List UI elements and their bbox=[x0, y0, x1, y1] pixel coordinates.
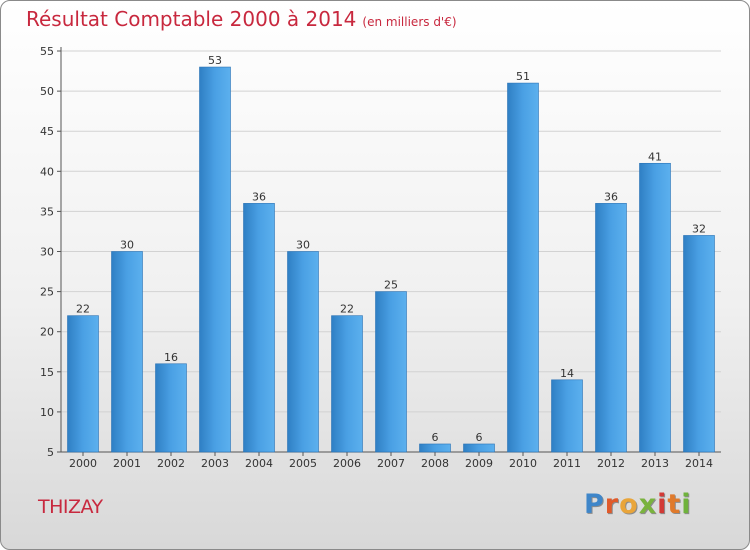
x-tick-label: 2008 bbox=[421, 457, 449, 470]
bar-value-label: 36 bbox=[604, 190, 618, 203]
bar-value-label: 25 bbox=[384, 279, 398, 292]
bar-2005 bbox=[287, 251, 319, 453]
bar-value-label: 6 bbox=[432, 431, 439, 444]
x-tick-label: 2014 bbox=[685, 457, 713, 470]
y-tick-label: 30 bbox=[40, 246, 54, 259]
logo-letter: i bbox=[681, 489, 692, 520]
bar-2009 bbox=[463, 443, 495, 453]
y-tick-label: 5 bbox=[47, 446, 54, 459]
bar-2006 bbox=[331, 315, 363, 453]
logo-letter: t bbox=[667, 489, 682, 520]
x-tick-label: 2003 bbox=[201, 457, 229, 470]
bar-2002 bbox=[155, 363, 187, 453]
x-tick-label: 2011 bbox=[553, 457, 581, 470]
bar-2010 bbox=[507, 82, 539, 453]
logo-letter: o bbox=[619, 489, 639, 520]
x-tick-label: 2013 bbox=[641, 457, 669, 470]
city-name: THIZAY bbox=[38, 496, 103, 518]
y-tick-label: 10 bbox=[40, 406, 54, 419]
bar-value-label: 30 bbox=[296, 239, 310, 252]
bar-2004 bbox=[243, 203, 275, 453]
bar-value-labels: 22 30 16 53 36 30 22 25 6 6 51 14 36 41 32 bbox=[76, 54, 706, 444]
bars bbox=[67, 66, 715, 453]
bar-2013 bbox=[639, 162, 671, 453]
bar-value-label: 22 bbox=[76, 303, 90, 316]
bar-value-label: 14 bbox=[560, 367, 574, 380]
logo-letter: i bbox=[657, 489, 668, 520]
bar-2008 bbox=[419, 443, 451, 453]
chart-title: Résultat Comptable 2000 à 2014 (en millie… bbox=[26, 7, 457, 31]
x-tick-label: 2007 bbox=[377, 457, 405, 470]
x-tick-label: 2012 bbox=[597, 457, 625, 470]
bar-2003 bbox=[199, 66, 231, 453]
y-tick-labels: 5 10 15 20 25 30 35 40 45 50 55 bbox=[40, 45, 54, 459]
x-tick-label: 2004 bbox=[245, 457, 273, 470]
x-tick-label: 2002 bbox=[157, 457, 185, 470]
bar-2014 bbox=[683, 235, 715, 453]
bar-2001 bbox=[111, 251, 143, 453]
logo-letter: r bbox=[604, 489, 620, 520]
logo-letter: x bbox=[638, 489, 658, 520]
bar-value-label: 16 bbox=[164, 351, 178, 364]
y-tick-label: 40 bbox=[40, 165, 54, 178]
y-tick-label: 25 bbox=[40, 286, 54, 299]
y-tick-label: 55 bbox=[40, 45, 54, 58]
bar-value-label: 51 bbox=[516, 70, 530, 83]
x-tick-label: 2005 bbox=[289, 457, 317, 470]
bar-value-label: 32 bbox=[692, 222, 706, 235]
x-tick-labels: 2000 2001 2002 2003 2004 2005 2006 2007 2008 2009… bbox=[69, 457, 713, 470]
bar-2011 bbox=[551, 379, 583, 453]
logo-letter: P bbox=[584, 489, 605, 520]
y-tick-label: 35 bbox=[40, 205, 54, 218]
bar-2000 bbox=[67, 315, 99, 453]
bar-value-label: 30 bbox=[120, 239, 134, 252]
bar-value-label: 41 bbox=[648, 150, 662, 163]
x-tick-label: 2009 bbox=[465, 457, 493, 470]
y-tick-label: 45 bbox=[40, 125, 54, 138]
x-tick-label: 2006 bbox=[333, 457, 361, 470]
bar-value-label: 53 bbox=[208, 54, 222, 67]
x-tick-label: 2000 bbox=[69, 457, 97, 470]
chart-subtitle: (en milliers d'€) bbox=[362, 15, 457, 29]
x-tick-label: 2010 bbox=[509, 457, 537, 470]
y-tick-label: 15 bbox=[40, 366, 54, 379]
bar-value-label: 22 bbox=[340, 303, 354, 316]
bar-value-label: 6 bbox=[476, 431, 483, 444]
bar-2007 bbox=[375, 291, 407, 453]
x-tick-label: 2001 bbox=[113, 457, 141, 470]
proxiti-logo: Proxiti bbox=[584, 489, 692, 520]
bar-value-label: 36 bbox=[252, 190, 266, 203]
bar-2012 bbox=[595, 203, 627, 453]
chart-title-text: Résultat Comptable 2000 à 2014 bbox=[26, 7, 357, 31]
y-tick-label: 50 bbox=[40, 85, 54, 98]
y-tick-label: 20 bbox=[40, 326, 54, 339]
